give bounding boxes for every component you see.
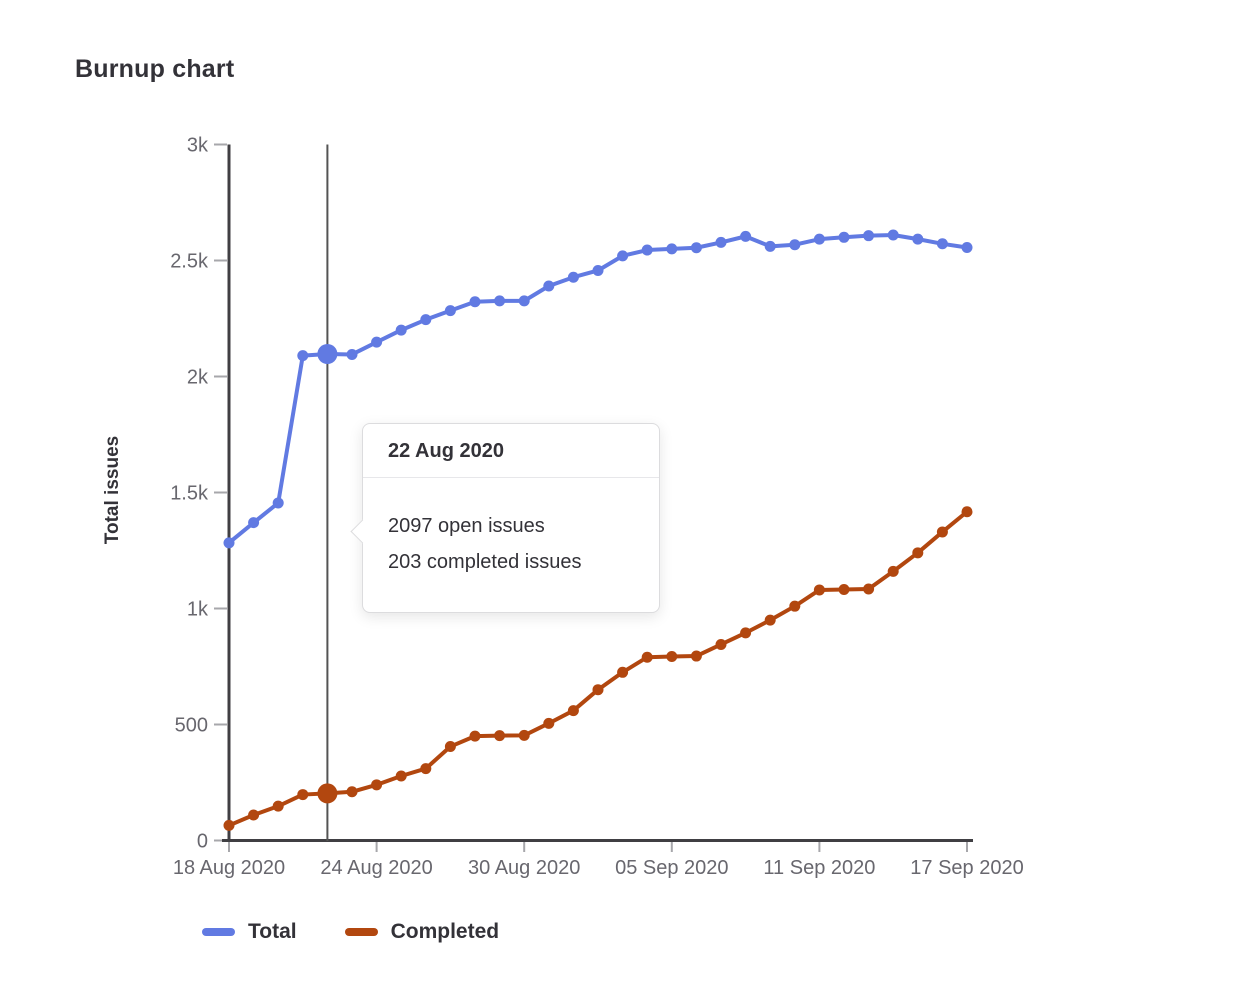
completed-series-point[interactable]: [592, 684, 604, 696]
total-series-point[interactable]: [617, 250, 629, 262]
completed-series-point[interactable]: [813, 584, 825, 596]
legend-item-total[interactable]: Total: [202, 920, 297, 944]
completed-series-point[interactable]: [961, 506, 973, 518]
completed-series-point[interactable]: [223, 819, 235, 831]
total-series-point[interactable]: [666, 243, 678, 255]
y-tick-label: 0: [197, 831, 208, 853]
completed-series-point[interactable]: [936, 526, 948, 538]
total-series-point[interactable]: [887, 229, 899, 241]
total-series-point[interactable]: [420, 314, 432, 326]
total-series-point[interactable]: [272, 497, 284, 509]
total-series-point[interactable]: [567, 271, 579, 283]
completed-series-swatch: [344, 928, 378, 936]
total-series-point[interactable]: [346, 348, 358, 360]
completed-series-point[interactable]: [887, 565, 899, 577]
x-tick-label: 30 Aug 2020: [468, 857, 580, 879]
completed-series-point[interactable]: [420, 763, 432, 775]
total-series-point[interactable]: [297, 350, 309, 362]
tooltip-body: 2097 open issues 203 completed issues: [363, 478, 659, 612]
legend-label-completed: Completed: [390, 920, 500, 943]
total-series-point[interactable]: [789, 239, 801, 251]
completed-series-point[interactable]: [371, 779, 383, 791]
x-tick-label: 11 Sep 2020: [763, 857, 875, 879]
completed-series-point[interactable]: [838, 583, 850, 595]
tooltip-date: 22 Aug 2020: [363, 424, 659, 478]
total-series-point[interactable]: [592, 264, 604, 276]
completed-series-point[interactable]: [863, 583, 875, 595]
total-series-point[interactable]: [863, 230, 875, 242]
total-series-point[interactable]: [838, 231, 850, 243]
completed-series-point[interactable]: [346, 786, 358, 798]
total-series-swatch: [202, 928, 235, 936]
completed-series-point[interactable]: [764, 614, 776, 626]
completed-series-point[interactable]: [740, 627, 752, 639]
chart-tooltip: 22 Aug 2020 2097 open issues 203 complet…: [350, 423, 660, 613]
total-series-point[interactable]: [371, 336, 383, 348]
completed-series-point[interactable]: [395, 770, 407, 782]
total-selected-point[interactable]: [317, 343, 338, 364]
x-tick-label: 17 Sep 2020: [910, 857, 1023, 879]
completed-series-point[interactable]: [641, 651, 653, 663]
x-tick-label: 24 Aug 2020: [320, 857, 432, 879]
completed-series-point[interactable]: [789, 600, 801, 612]
y-tick-label: 2k: [187, 367, 209, 389]
completed-series-point[interactable]: [494, 730, 506, 742]
completed-series-point[interactable]: [690, 650, 702, 662]
completed-series-point[interactable]: [715, 638, 727, 650]
total-series-point[interactable]: [248, 517, 260, 529]
total-series-point[interactable]: [690, 242, 702, 254]
completed-series-point[interactable]: [297, 789, 309, 801]
completed-series-point[interactable]: [912, 547, 924, 559]
completed-series-point[interactable]: [518, 729, 530, 741]
total-series-point[interactable]: [543, 280, 555, 292]
total-series-point[interactable]: [469, 296, 481, 308]
total-series-point[interactable]: [715, 236, 727, 248]
x-tick-label: 18 Aug 2020: [173, 857, 285, 879]
completed-series-point[interactable]: [469, 730, 481, 742]
completed-series-point[interactable]: [248, 809, 260, 821]
chart-legend: Total Completed: [202, 920, 499, 944]
total-series-point[interactable]: [764, 240, 776, 252]
total-series-point[interactable]: [936, 238, 948, 250]
total-series-point[interactable]: [740, 230, 752, 242]
x-tick-label: 05 Sep 2020: [615, 857, 728, 879]
total-series-point[interactable]: [813, 233, 825, 245]
total-series-point[interactable]: [444, 305, 456, 317]
total-series-point[interactable]: [912, 233, 924, 245]
y-tick-label: 500: [175, 715, 208, 737]
total-series-point[interactable]: [641, 244, 653, 256]
legend-label-total: Total: [248, 920, 297, 943]
y-tick-label: 1.5k: [170, 483, 209, 505]
page-title: Burnup chart: [75, 55, 235, 83]
total-series-point[interactable]: [223, 537, 235, 549]
total-series-point[interactable]: [518, 295, 530, 307]
completed-series-point[interactable]: [617, 666, 629, 678]
y-tick-label: 3k: [187, 135, 209, 157]
y-tick-label: 2.5k: [170, 251, 209, 273]
y-axis-title: Total issues: [102, 436, 123, 544]
total-series-point[interactable]: [494, 295, 506, 307]
completed-series-point[interactable]: [567, 705, 579, 717]
completed-series-point[interactable]: [272, 800, 284, 812]
legend-item-completed[interactable]: Completed: [344, 920, 500, 944]
y-tick-label: 1k: [187, 599, 209, 621]
completed-selected-point[interactable]: [317, 783, 338, 804]
completed-series-point[interactable]: [444, 741, 456, 753]
completed-series-point[interactable]: [666, 651, 678, 663]
tooltip-completed-issues: 203 completed issues: [388, 551, 582, 573]
total-series-point[interactable]: [395, 324, 407, 336]
total-series-point[interactable]: [961, 242, 973, 254]
completed-series-point[interactable]: [543, 717, 555, 729]
tooltip-open-issues: 2097 open issues: [388, 515, 545, 537]
